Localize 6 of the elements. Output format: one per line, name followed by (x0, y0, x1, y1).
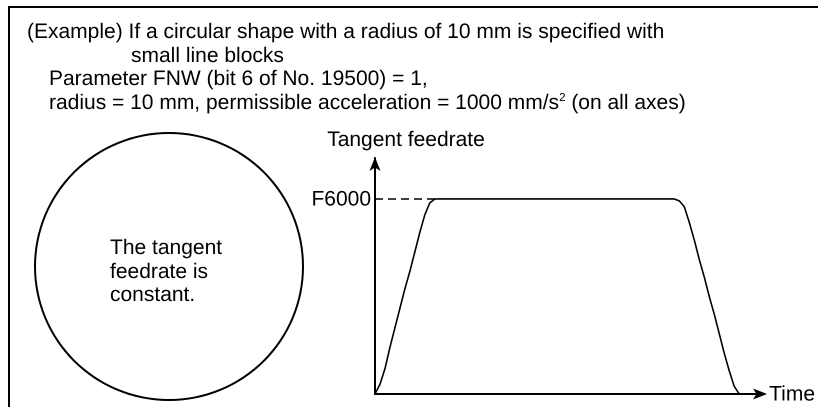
text: The tangent feedrate is constant. (110, 236, 224, 308)
ref-line-label: F6000 (311, 187, 371, 210)
chart-subtitle: Parameter FNW (bit 6 of No. 19500) = 1, radius = 10 mm, permissible acceleration = 1000 mm/s$^{2}$ (on all axes) (49, 67, 687, 114)
chart-title: (Example) If a circular shape with a radius of 10 mm is specified with small line blocks (27, 20, 666, 68)
y-axis-title: Tangent feedrate (327, 128, 485, 151)
x-axis-title: Time (769, 382, 816, 406)
